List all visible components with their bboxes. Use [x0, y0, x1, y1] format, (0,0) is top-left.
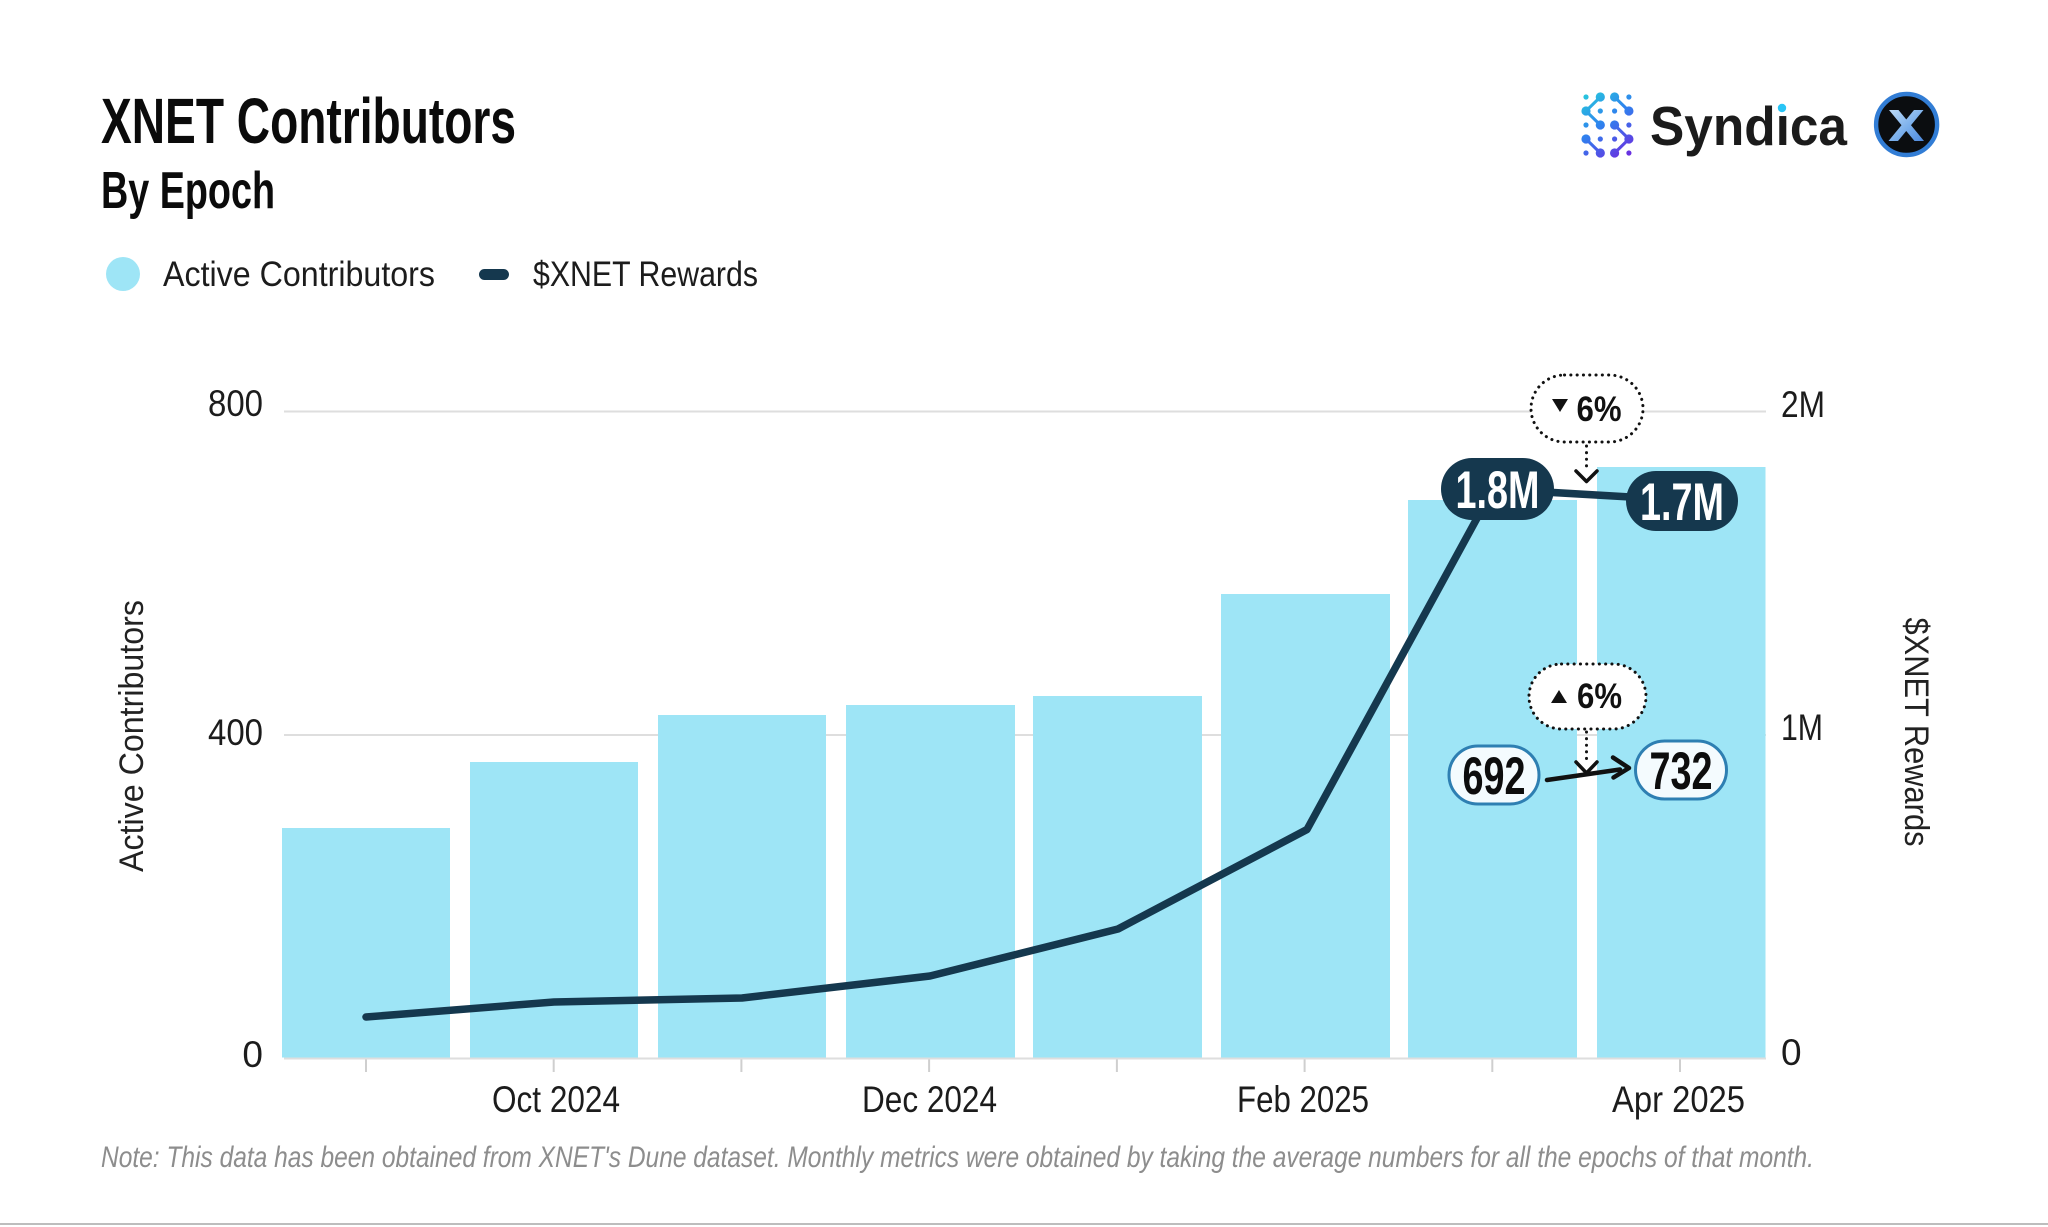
svg-text:1M: 1M [1781, 707, 1823, 748]
svg-text:By Epoch: By Epoch [101, 162, 275, 220]
svg-text:Apr 2025: Apr 2025 [1612, 1079, 1745, 1120]
svg-text:Note: This data has been obtai: Note: This data has been obtained from X… [101, 1141, 1814, 1174]
svg-text:400: 400 [208, 712, 263, 753]
svg-text:6%: 6% [1577, 677, 1622, 716]
svg-text:800: 800 [208, 383, 263, 424]
svg-text:732: 732 [1650, 742, 1713, 801]
svg-text:Active Contributors: Active Contributors [113, 600, 151, 872]
svg-text:1.7M: 1.7M [1640, 473, 1724, 532]
svg-text:Active Contributors: Active Contributors [163, 255, 435, 294]
svg-text:0: 0 [242, 1034, 263, 1075]
svg-text:$XNET Rewards: $XNET Rewards [533, 255, 758, 294]
svg-text:Syndıca: Syndıca [1650, 95, 1847, 157]
svg-text:Dec 2024: Dec 2024 [862, 1079, 997, 1120]
svg-text:692: 692 [1463, 747, 1526, 806]
svg-text:Feb 2025: Feb 2025 [1237, 1079, 1369, 1120]
svg-text:$XNET Rewards: $XNET Rewards [1897, 618, 1935, 847]
svg-text:0: 0 [1781, 1032, 1802, 1073]
svg-text:2M: 2M [1781, 384, 1825, 425]
svg-text:XNET Contributors: XNET Contributors [101, 85, 516, 157]
svg-text:1.8M: 1.8M [1456, 461, 1540, 520]
svg-text:6%: 6% [1577, 390, 1622, 429]
svg-text:Oct 2024: Oct 2024 [492, 1079, 620, 1120]
